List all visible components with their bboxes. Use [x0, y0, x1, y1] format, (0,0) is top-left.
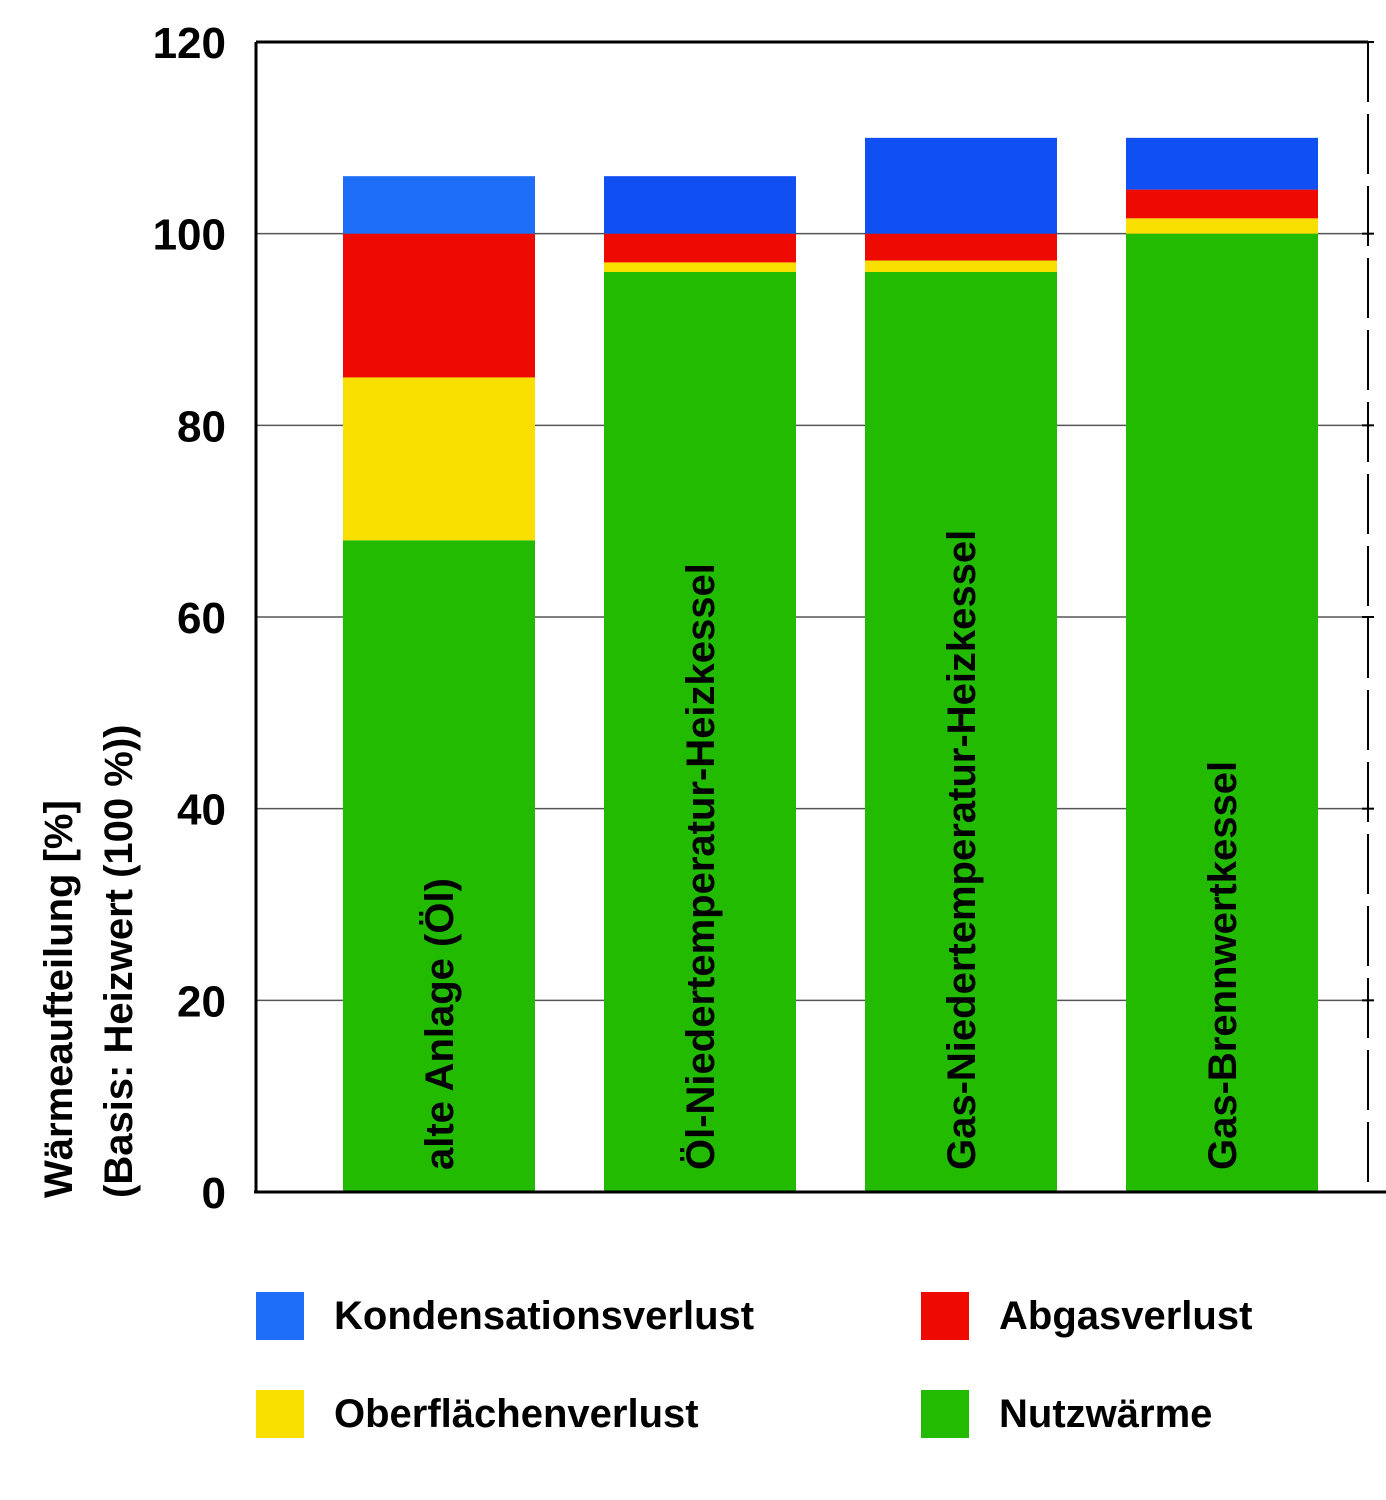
- bar-segment-0-3: [343, 176, 535, 234]
- legend-swatch-oberflaechenverlust: [256, 1390, 304, 1438]
- y-tick-label-80: 80: [177, 402, 226, 451]
- y-tick-label-120: 120: [153, 19, 226, 68]
- legend-item-abgasverlust: Abgasverlust: [921, 1288, 1252, 1344]
- y-tick-label-0: 0: [202, 1169, 226, 1218]
- category-label-0: alte Anlage (Öl): [417, 878, 462, 1170]
- legend-item-nutzwaerme: Nutzwärme: [921, 1386, 1212, 1442]
- bar-segment-1-2: [604, 233, 796, 263]
- y-tick-label-100: 100: [153, 211, 226, 260]
- bar-segment-2-0: [865, 272, 1057, 1192]
- bar-segment-3-3: [1126, 137, 1318, 190]
- bar-segment-2-3: [865, 137, 1057, 234]
- y-axis-title-line2: (Basis: Heizwert (100 %)): [97, 725, 141, 1198]
- legend-swatch-kondensationsverlust: [256, 1292, 304, 1340]
- y-tick-labels: 0 20 40 60 80 100 120: [153, 19, 226, 1218]
- bar-segment-1-3: [604, 176, 796, 234]
- legend-label-abgasverlust: Abgasverlust: [999, 1293, 1253, 1338]
- axes: [254, 40, 1386, 1194]
- legend-swatch-abgasverlust: [921, 1292, 969, 1340]
- bar-segment-0-0: [343, 540, 535, 1192]
- bar-segment-1-1: [604, 262, 796, 272]
- legend-item-kondensationsverlust: Kondensationsverlust: [256, 1288, 754, 1344]
- category-labels: alte Anlage (Öl) Öl-Niedertemperatur-Heiz…: [417, 530, 1245, 1170]
- legend-label-oberflaechenverlust: Oberflächenverlust: [334, 1391, 699, 1436]
- bar-segment-3-0: [1126, 233, 1318, 1192]
- legend-label-kondensationsverlust: Kondensationsverlust: [334, 1293, 755, 1338]
- bar-segment-3-2: [1126, 189, 1318, 219]
- y-tick-label-60: 60: [177, 594, 226, 643]
- bar-segment-1-0: [604, 272, 796, 1192]
- legend-label-nutzwaerme: Nutzwärme: [999, 1391, 1213, 1436]
- category-label-1: Öl-Niedertemperatur-Heizkessel: [678, 563, 723, 1170]
- bars: [343, 137, 1318, 1192]
- legend-swatch-nutzwaerme: [921, 1390, 969, 1438]
- y-tick-label-20: 20: [177, 977, 226, 1026]
- y-tick-label-40: 40: [177, 786, 226, 835]
- bar-segment-2-1: [865, 260, 1057, 272]
- bar-segment-2-2: [865, 233, 1057, 261]
- category-label-3: Gas-Brennwertkessel: [1201, 761, 1245, 1170]
- y-axis-title-line1: Wärmeaufteilung [%]: [37, 800, 81, 1198]
- category-label-2: Gas-Niedertemperatur-Heizkessel: [940, 530, 984, 1170]
- legend: Kondensationsverlust Abgasverlust Oberfl…: [256, 1288, 1356, 1448]
- legend-item-oberflaechenverlust: Oberflächenverlust: [256, 1386, 699, 1442]
- bar-segment-3-1: [1126, 218, 1318, 234]
- stacked-bar-chart: 0 20 40 60 80 100 120 alte Anlage (Öl) Öl-Niede…: [37, 19, 1386, 1218]
- bar-segment-0-2: [343, 233, 535, 378]
- bar-segment-0-1: [343, 377, 535, 541]
